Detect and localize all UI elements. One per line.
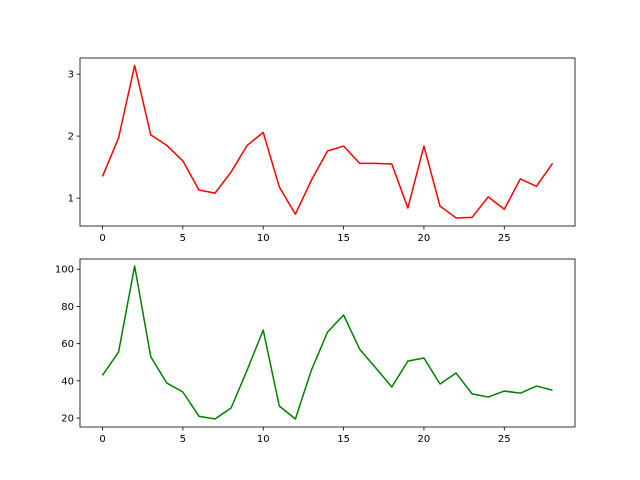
- line: [101, 265, 553, 420]
- y-tick-label: 3: [68, 70, 74, 81]
- x-tick-label: 20: [418, 233, 431, 244]
- x-tick-label: 10: [257, 434, 270, 445]
- axes-frame: [79, 258, 576, 428]
- y-tick-label: 2: [68, 132, 74, 143]
- y-tick-label: 20: [61, 414, 74, 425]
- x-tick-label: 10: [257, 233, 270, 244]
- x-tick-label: 15: [337, 233, 350, 244]
- y-tick-label: 1: [68, 194, 74, 205]
- x-tick-label: 15: [337, 434, 350, 445]
- x-tick-label: 5: [180, 233, 186, 244]
- x-tick-label: 0: [99, 434, 105, 445]
- x-tick-label: 25: [498, 434, 511, 445]
- y-tick-label: 80: [61, 302, 74, 313]
- x-tick-label: 25: [498, 233, 511, 244]
- x-tick-label: 0: [99, 233, 105, 244]
- axes-frame: [79, 57, 576, 227]
- x-tick-label: 20: [418, 434, 431, 445]
- x-tick-label: 5: [180, 434, 186, 445]
- line: [101, 64, 554, 219]
- y-tick-label: 100: [55, 265, 74, 276]
- y-tick-label: 40: [61, 376, 74, 387]
- y-tick-label: 60: [61, 339, 74, 350]
